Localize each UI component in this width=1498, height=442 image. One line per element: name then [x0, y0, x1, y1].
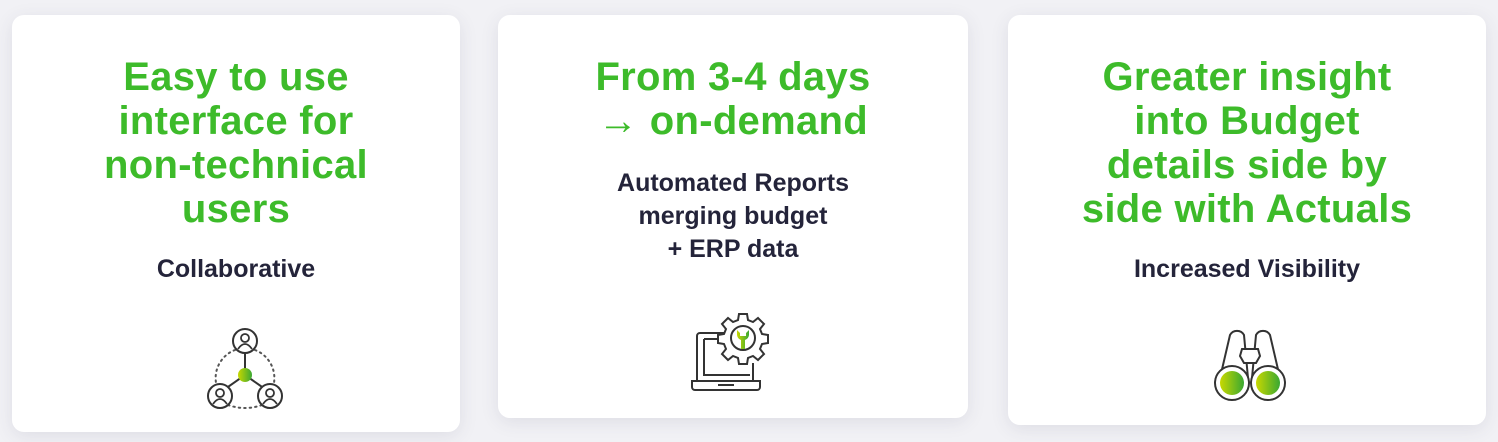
feature-card-increased-visibility: Greater insight into Budget details side… — [1008, 15, 1486, 425]
card-subtitle: Collaborative — [156, 255, 316, 283]
card-title: Greater insight into Budget details side… — [1081, 55, 1413, 231]
card-subtitle: Automated Reports merging budget + ERP d… — [617, 169, 849, 263]
binoculars-icon — [1214, 329, 1286, 401]
feature-card-collaborative: Easy to use interface for non-technical … — [12, 15, 460, 432]
collaboration-network-icon — [207, 328, 283, 409]
laptop-gear-wrench-icon — [691, 313, 769, 391]
feature-card-automated-reports: From 3-4 days → on-demand Automated Repo… — [498, 15, 968, 418]
card-subtitle: Increased Visibility — [1133, 255, 1361, 283]
card-title: Easy to use interface for non-technical … — [104, 55, 368, 231]
card-title: From 3-4 days → on-demand — [595, 55, 871, 143]
